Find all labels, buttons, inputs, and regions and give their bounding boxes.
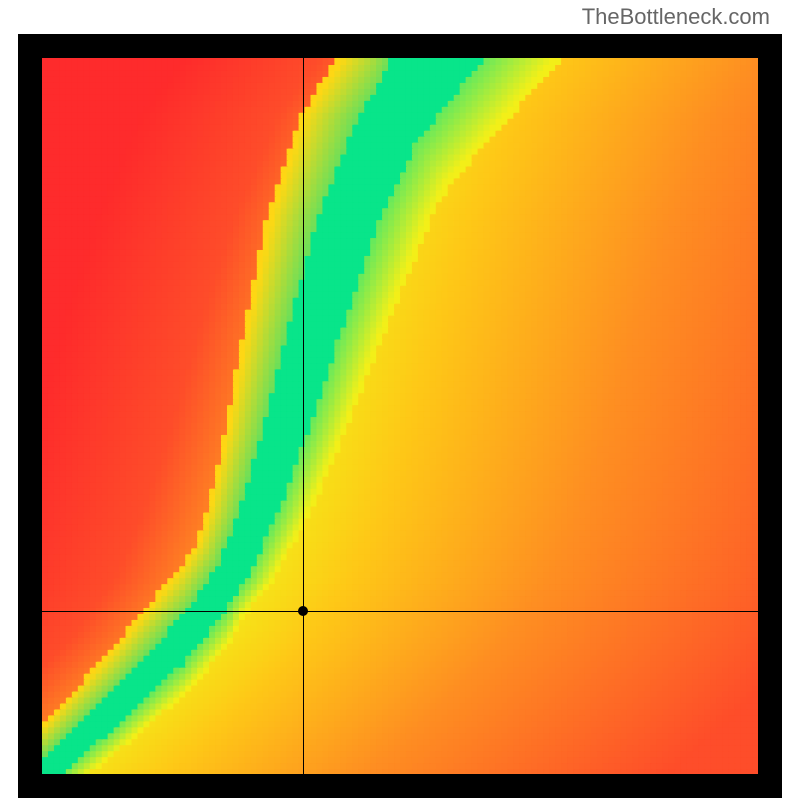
bottleneck-heatmap-chart [18, 34, 782, 798]
heatmap-canvas [42, 58, 758, 774]
crosshair-horizontal [42, 611, 758, 612]
crosshair-vertical [303, 58, 304, 774]
crosshair-marker [298, 606, 308, 616]
attribution-text: TheBottleneck.com [582, 4, 770, 30]
